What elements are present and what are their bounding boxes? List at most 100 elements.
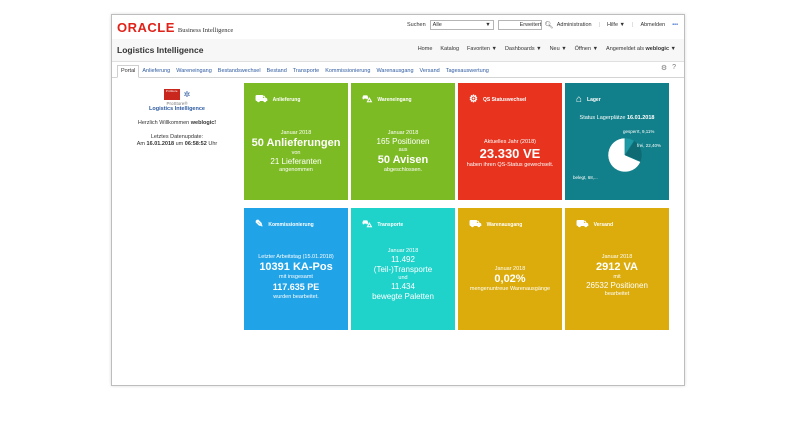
kpi-secondary: 165 Positionen bbox=[376, 137, 430, 146]
chevron-down-icon: ▼ bbox=[670, 46, 676, 52]
nav-catalog[interactable]: Katalog bbox=[440, 46, 460, 52]
search-input[interactable] bbox=[497, 20, 542, 30]
tab-warenausgang[interactable]: Warenausgang bbox=[376, 68, 414, 74]
dashboard-tabs: Portal Anlieferung Wareneingang Bestands… bbox=[112, 61, 684, 78]
kpi-value: 50 Anlieferungen bbox=[251, 137, 341, 149]
period-label: Januar 2018 bbox=[387, 130, 419, 136]
tile-warenausgang[interactable]: ⛟ Warenausgang Januar 2018 0,02% mengenu… bbox=[458, 208, 562, 330]
tab-anlieferung[interactable]: Anlieferung bbox=[142, 68, 171, 74]
tile-title: Lager bbox=[587, 97, 601, 103]
chevron-down-icon: ▼ bbox=[485, 22, 491, 28]
pallet-transport-icon: ⛍ bbox=[362, 219, 373, 230]
tile-header: ⌂ Lager bbox=[576, 95, 601, 105]
tile-caption: abgeschlossen. bbox=[383, 167, 423, 173]
search-scope-select[interactable]: Alle ▼ bbox=[429, 20, 494, 30]
kpi-secondary: 11.434 bbox=[391, 282, 415, 291]
update-time: 06:58:52 bbox=[184, 141, 207, 147]
forklift-icon: ⛍ bbox=[362, 94, 373, 105]
advanced-link[interactable]: Erweitert bbox=[519, 22, 542, 28]
tile-content: Aktuelles Jahr (2018) 23.330 VE haben ih… bbox=[458, 139, 562, 169]
prostore-logo-mark: ProStore bbox=[163, 89, 180, 100]
logo-subtitle: Business Intelligence bbox=[177, 26, 234, 34]
kpi-secondary: 26532 Positionen bbox=[586, 281, 648, 290]
link-separator: | bbox=[632, 22, 634, 28]
browser-frame: ORACLE Business Intelligence Suchen Alle… bbox=[111, 14, 685, 386]
tile-anlieferung[interactable]: ⛟ Anlieferung Januar 2018 50 Anlieferung… bbox=[244, 83, 348, 200]
tile-caption: angenommen bbox=[279, 167, 313, 173]
pie-slice-belegt bbox=[607, 137, 641, 173]
kpi-caption: (Teil-)Transporte bbox=[373, 265, 433, 274]
top-bar: ORACLE Business Intelligence Suchen Alle… bbox=[112, 15, 684, 40]
outbound-truck-icon: ⛟ bbox=[469, 219, 482, 230]
search-icon[interactable]: 🔍︎ bbox=[544, 22, 554, 29]
welcome-panel: ProStore ✲ ProStore® Logistics Intellige… bbox=[112, 85, 242, 148]
tab-kommissionierung[interactable]: Kommissionierung bbox=[325, 68, 371, 74]
tile-wareneingang[interactable]: ⛍ Wareneingang Januar 2018 165 Positione… bbox=[351, 83, 455, 200]
quality-check-icon: ⚙ bbox=[469, 94, 478, 105]
logout-link[interactable]: Abmelden bbox=[640, 22, 666, 28]
main-nav: Home Katalog Favoriten ▼ Dashboards ▼ Ne… bbox=[418, 46, 676, 52]
kpi-value: 0,02% bbox=[494, 273, 526, 285]
update-timestamp: Am 16.01.2018 um 06:58:52 Uhr bbox=[112, 141, 242, 148]
tile-header: ⛍ Wareneingang bbox=[362, 95, 412, 105]
tab-versand[interactable]: Versand bbox=[419, 68, 440, 74]
star-icon: ✲ bbox=[183, 90, 191, 99]
tile-caption: haben ihren QS-Status gewechselt. bbox=[466, 162, 554, 168]
more-options-icon[interactable]: ••• bbox=[672, 22, 678, 28]
nav-dashboards[interactable]: Dashboards ▼ bbox=[504, 46, 542, 52]
tab-wareneingang[interactable]: Wareneingang bbox=[176, 68, 212, 74]
user-menu[interactable]: Angemeldet als weblogic ▼ bbox=[606, 46, 676, 52]
tile-lager[interactable]: ⌂ Lager Status Lagerplätze 16.01.2018 ge… bbox=[565, 83, 669, 200]
picking-list-icon: ✎ bbox=[255, 219, 264, 230]
tab-bestand[interactable]: Bestand bbox=[266, 68, 287, 74]
gear-icon[interactable]: ⚙ bbox=[660, 65, 668, 72]
tile-versand[interactable]: ⛟ Versand Januar 2018 2912 VA mit 26532 … bbox=[565, 208, 669, 330]
tile-header: ⛟ Versand bbox=[576, 220, 613, 230]
tile-content: Januar 2018 2912 VA mit 26532 Positionen… bbox=[565, 254, 669, 298]
page-options: ⚙ ? bbox=[661, 64, 676, 72]
pie-title-text: Status Lagerplätze bbox=[579, 115, 626, 121]
tile-title: Versand bbox=[593, 222, 614, 228]
tab-transporte[interactable]: Transporte bbox=[292, 68, 320, 74]
nav-new[interactable]: Neu ▼ bbox=[549, 46, 567, 52]
nav-open[interactable]: Öffnen ▼ bbox=[574, 46, 599, 52]
pie-title: Status Lagerplätze 16.01.2018 bbox=[565, 115, 669, 122]
period-label: Januar 2018 bbox=[601, 254, 633, 260]
tile-title: QS Statuswechsel bbox=[482, 97, 527, 103]
period-label: Januar 2018 bbox=[494, 266, 526, 272]
text-connector: aus bbox=[398, 147, 408, 153]
text-connector: mit bbox=[613, 274, 621, 280]
username: weblogic bbox=[645, 46, 670, 52]
tile-content: Status Lagerplätze 16.01.2018 bbox=[565, 115, 669, 122]
link-separator: | bbox=[548, 22, 550, 28]
tile-qs-statuswechsel[interactable]: ⚙ QS Statuswechsel Aktuelles Jahr (2018)… bbox=[458, 83, 562, 200]
tile-header: ⛟ Warenausgang bbox=[469, 220, 522, 230]
tile-caption: bewegte Paletten bbox=[372, 292, 434, 301]
tile-kommissionierung[interactable]: ✎ Kommissionierung Letzter Arbeitstag (1… bbox=[244, 208, 348, 330]
kpi-value: 50 Avisen bbox=[377, 154, 429, 166]
nav-favorites[interactable]: Favoriten ▼ bbox=[467, 46, 497, 52]
search-scope-value: Alle bbox=[432, 22, 442, 28]
signed-in-label: Angemeldet als bbox=[606, 46, 644, 52]
nav-home[interactable]: Home bbox=[417, 46, 433, 52]
help-menu[interactable]: Hilfe ▼ bbox=[607, 22, 625, 28]
administration-link[interactable]: Administration bbox=[556, 22, 592, 28]
storage-pie-chart: gesperrt, 9,11% frei, 22,40% belegt, 68,… bbox=[573, 123, 677, 193]
oracle-logo: ORACLE Business Intelligence bbox=[117, 20, 233, 35]
tile-content: Januar 2018 0,02% mengenuntreue Warenaus… bbox=[458, 266, 562, 293]
tile-title: Anlieferung bbox=[272, 97, 301, 103]
tile-title: Wareneingang bbox=[377, 97, 412, 103]
pie-label-frei: frei, 22,40% bbox=[637, 143, 662, 148]
kpi-value: 2912 VA bbox=[596, 261, 638, 273]
pie-label-belegt: belegt, 68,... bbox=[573, 175, 598, 180]
tab-tagesauswertung[interactable]: Tagesauswertung bbox=[445, 68, 489, 74]
page-title: Logistics Intelligence bbox=[117, 45, 204, 55]
update-mid: um bbox=[175, 141, 184, 147]
tab-portal[interactable]: Portal bbox=[117, 65, 140, 78]
tile-transporte[interactable]: ⛍ Transporte Januar 2018 11.492 (Teil-)T… bbox=[351, 208, 455, 330]
tab-bestandswechsel[interactable]: Bestandswechsel bbox=[217, 68, 261, 74]
app-name: Logistics Intelligence bbox=[149, 106, 205, 112]
text-connector: und bbox=[398, 275, 408, 281]
welcome-user: weblogic! bbox=[190, 120, 217, 126]
help-icon[interactable]: ? bbox=[672, 64, 676, 71]
